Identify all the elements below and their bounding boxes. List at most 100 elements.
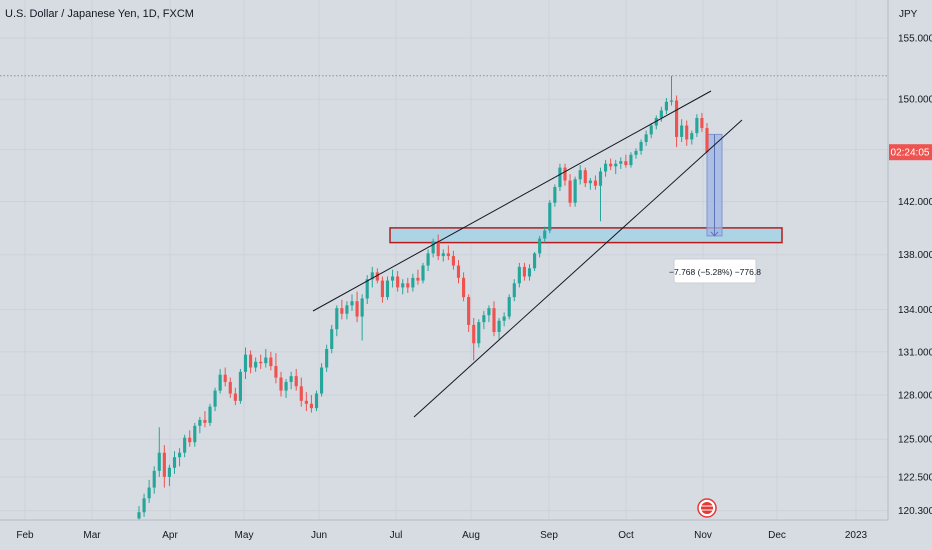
candle-body	[411, 277, 415, 288]
candle-body	[370, 272, 374, 280]
candle-body	[512, 283, 516, 298]
candle-body	[467, 297, 471, 325]
candle-body	[664, 101, 669, 111]
x-tick-label: Jul	[390, 530, 403, 541]
candle-body	[609, 163, 613, 167]
candle-body	[319, 367, 324, 394]
y-axis-panel	[888, 0, 932, 550]
candle-body	[705, 128, 709, 153]
candle-body	[674, 100, 679, 137]
candle-body	[228, 381, 232, 394]
candle-body	[284, 381, 288, 391]
chart-title: U.S. Dollar / Japanese Yen, 1D, FXCM	[5, 8, 194, 20]
candle-body	[254, 361, 258, 368]
x-tick-label: Oct	[618, 530, 634, 541]
upper-trendline	[312, 90, 712, 312]
x-axis: Feb Mar Apr May Jun Jul Aug Sep Oct Nov Dec 2023	[0, 519, 932, 550]
x-tick-label: Aug	[462, 530, 480, 541]
candle-body	[563, 167, 567, 181]
y-tick-label: 125.000	[898, 435, 932, 446]
candle-body	[659, 110, 663, 118]
candle-body	[274, 366, 278, 378]
candle-body	[213, 390, 217, 407]
candle-body	[548, 202, 552, 231]
y-tick-label: 128.000	[898, 390, 932, 401]
candle-body	[264, 357, 268, 364]
x-tick-label: Sep	[540, 530, 558, 541]
candle-body	[309, 403, 314, 409]
candle-body	[472, 324, 476, 344]
candle-body	[355, 301, 359, 317]
candle-body	[538, 238, 542, 254]
y-tick-label: 120.300	[898, 506, 932, 517]
y-tick-label: 150.000	[898, 95, 932, 106]
candle-body	[644, 134, 648, 142]
candle-body	[335, 308, 339, 330]
x-axis-panel	[0, 520, 932, 550]
candle-body	[193, 425, 197, 443]
candle-body	[233, 393, 237, 401]
candle-body	[568, 180, 572, 203]
y-tick-label: 155.000	[898, 34, 932, 45]
candle-body	[350, 301, 354, 306]
candles	[137, 75, 709, 527]
drawings-front: −7.768 (−5.28%) −776.8	[312, 90, 761, 518]
grid	[0, 0, 888, 520]
measure-label-box	[673, 258, 757, 284]
candle-body	[340, 308, 344, 314]
y-currency-label: JPY	[899, 9, 918, 20]
candle-body	[507, 297, 511, 317]
y-tick-label: 134.000	[898, 305, 932, 316]
x-tick-label: Dec	[768, 530, 786, 541]
drawings-back	[0, 75, 888, 244]
candle-body	[152, 470, 156, 488]
candle-body	[482, 315, 486, 323]
candle-body	[238, 371, 243, 401]
candle-body	[289, 376, 293, 382]
lower-trendline	[413, 119, 743, 418]
candle-body	[198, 419, 202, 426]
x-tick-label: Jun	[311, 530, 327, 541]
x-tick-label: Nov	[694, 530, 712, 541]
candle-body	[487, 308, 491, 316]
candle-body	[649, 125, 653, 135]
candle-body	[624, 161, 628, 166]
candle-body	[477, 322, 481, 344]
candle-body	[669, 100, 674, 102]
candle-body	[603, 163, 608, 172]
candle-body	[183, 437, 187, 453]
candle-body	[426, 253, 430, 266]
candle-body	[695, 117, 699, 134]
candle-body	[527, 268, 532, 277]
last-price-countdown: 02:24:05	[891, 148, 930, 159]
candle-body	[461, 277, 466, 298]
candle-body	[690, 133, 694, 140]
candle-body	[583, 170, 587, 184]
candle-body	[259, 361, 263, 364]
candle-body	[390, 276, 395, 281]
measure-arrow-head	[710, 231, 719, 237]
economic-event-icon	[697, 498, 717, 518]
candle-body	[380, 280, 385, 298]
candle-body	[421, 265, 425, 281]
candle-body	[345, 305, 349, 314]
candle-body	[375, 272, 379, 281]
candle-body	[685, 125, 689, 140]
candle-body	[588, 180, 592, 184]
candle-body	[162, 452, 166, 477]
candle-body	[502, 316, 506, 321]
candle-body	[634, 150, 638, 155]
candle-body	[492, 308, 496, 332]
y-tick-label: 138.000	[898, 250, 932, 261]
candle-body	[203, 419, 207, 423]
y-tick-label: 131.000	[898, 347, 932, 358]
candle-body	[330, 329, 334, 349]
candle-body	[137, 512, 141, 519]
candle-body	[497, 320, 501, 332]
candle-body	[188, 437, 192, 443]
candle-body	[299, 386, 303, 401]
candle-body	[629, 154, 633, 166]
candle-body	[223, 374, 227, 382]
y-axis: JPY155.000150.000146.000142.000138.00013…	[887, 0, 932, 550]
